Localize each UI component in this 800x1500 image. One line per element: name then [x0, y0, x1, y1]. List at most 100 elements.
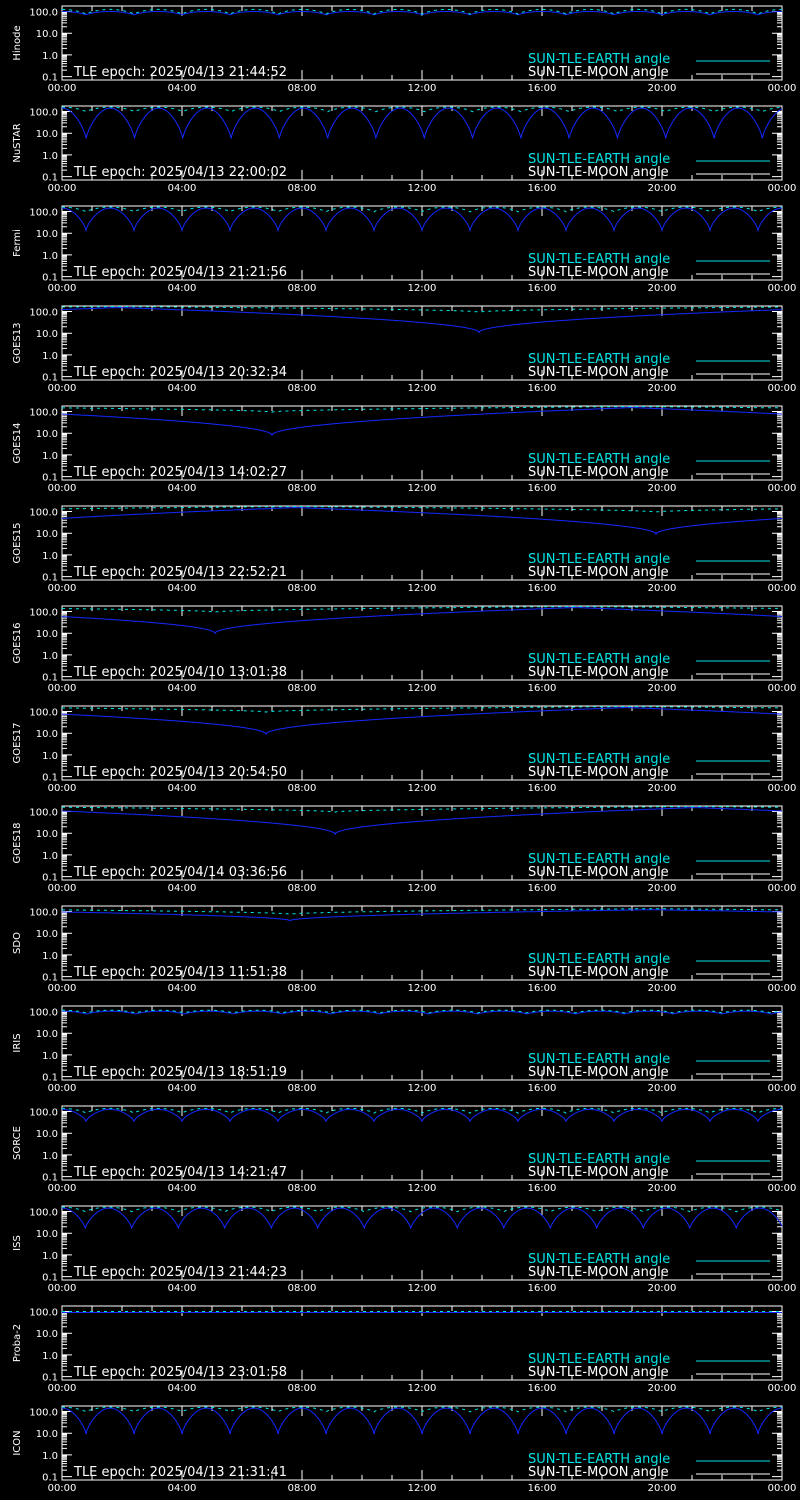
x-tick-label: 20:00 — [648, 483, 677, 494]
x-tick-label: 00:00 — [48, 383, 77, 394]
x-tick-label: 16:00 — [528, 83, 557, 94]
axis-ticks — [61, 1006, 783, 1080]
y-tick-label: 1.0 — [42, 1051, 58, 1062]
x-tick-label: 16:00 — [528, 583, 557, 594]
chart-panel-goes16: 100.010.01.00.100:00 04:00 08:00 12:00 16:00… — [12, 605, 796, 694]
legend-earth-label: SUN-TLE-EARTH angle — [528, 352, 670, 367]
tle-epoch-label: TLE epoch: 2025/04/13 14:21:47 — [73, 1165, 287, 1180]
x-tick-label: 12:00 — [408, 1383, 437, 1394]
axis-ticks — [61, 806, 783, 880]
y-axis-label: SDO — [12, 932, 23, 954]
y-tick-label: 100.0 — [29, 8, 58, 19]
x-tick-label: 12:00 — [408, 583, 437, 594]
x-tick-label: 00:00 — [48, 883, 77, 894]
x-tick-label: 12:00 — [408, 1483, 437, 1494]
x-tick-label: 04:00 — [168, 183, 197, 194]
x-tick-label: 08:00 — [288, 1283, 317, 1294]
x-tick-label: 20:00 — [648, 683, 677, 694]
x-tick-label: 00:00 — [768, 1383, 797, 1394]
y-tick-label: 10.0 — [36, 629, 58, 640]
y-axis-label: GOES18 — [12, 822, 23, 863]
x-tick-label: 20:00 — [648, 383, 677, 394]
x-tick-label: 12:00 — [408, 183, 437, 194]
legend-earth-label: SUN-TLE-EARTH angle — [528, 1452, 670, 1467]
x-tick-label: 08:00 — [288, 683, 317, 694]
chart-panel-icon: 100.010.01.00.100:00 04:00 08:00 12:00 16:00… — [12, 1405, 797, 1494]
series-sun-tle-moon — [61, 706, 782, 736]
tle-epoch-label: TLE epoch: 2025/04/10 13:01:38 — [73, 665, 287, 680]
x-tick-label: 12:00 — [408, 1183, 437, 1194]
legend-moon-label: SUN-TLE-MOON angle — [528, 65, 669, 80]
x-tick-label: 16:00 — [528, 183, 557, 194]
legend-earth-label: SUN-TLE-EARTH angle — [528, 1352, 670, 1367]
x-tick-label: 00:00 — [768, 883, 797, 894]
chart-panel-proba-2: 100.010.01.00.100:00 04:00 08:00 12:00 16:00… — [12, 1305, 797, 1394]
y-tick-label: 100.0 — [29, 1308, 58, 1319]
y-tick-label: 1.0 — [42, 351, 58, 362]
series-sun-tle-earth — [62, 506, 782, 513]
y-tick-label: 1.0 — [42, 951, 58, 962]
x-tick-label: 04:00 — [168, 1283, 197, 1294]
series-sun-tle-earth — [62, 908, 782, 915]
x-tick-label: 00:00 — [768, 783, 797, 794]
x-tick-label: 00:00 — [48, 1483, 77, 1494]
legend-earth-label: SUN-TLE-EARTH angle — [528, 852, 670, 867]
x-tick-label: 00:00 — [48, 1083, 77, 1094]
x-tick-label: 20:00 — [648, 983, 677, 994]
chart-panel-goes15: 100.010.01.00.100:00 04:00 08:00 12:00 16:00… — [12, 505, 796, 594]
x-tick-label: 00:00 — [768, 483, 797, 494]
x-tick-label: 20:00 — [648, 283, 677, 294]
legend-moon-label: SUN-TLE-MOON angle — [528, 1265, 669, 1280]
y-tick-label: 1.0 — [42, 151, 58, 162]
chart-panel-iss: 100.010.01.00.100:00 04:00 08:00 12:00 16:00… — [12, 1205, 796, 1294]
x-tick-label: 00:00 — [48, 1183, 77, 1194]
x-tick-label: 08:00 — [288, 783, 317, 794]
x-tick-label: 20:00 — [648, 783, 677, 794]
x-tick-label: 04:00 — [168, 283, 197, 294]
series-sun-tle-moon — [62, 107, 783, 140]
x-tick-label: 20:00 — [648, 1483, 677, 1494]
y-tick-label: 0.1 — [42, 1173, 58, 1184]
y-axis-label: Proba-2 — [12, 1324, 23, 1362]
y-tick-label: 100.0 — [29, 308, 58, 319]
x-tick-label: 08:00 — [288, 1183, 317, 1194]
series-sun-tle-earth — [62, 106, 782, 113]
tle-epoch-label: TLE epoch: 2025/04/13 20:54:50 — [73, 765, 287, 780]
y-tick-label: 1.0 — [42, 651, 58, 662]
y-tick-label: 0.1 — [42, 873, 58, 884]
x-tick-label: 08:00 — [288, 283, 317, 294]
legend-earth-label: SUN-TLE-EARTH angle — [528, 952, 670, 967]
y-axis-label: GOES17 — [12, 722, 23, 763]
chart-panel-goes17: 100.010.01.00.100:00 04:00 08:00 12:00 16:00… — [12, 705, 797, 794]
x-tick-label: 00:00 — [768, 1483, 797, 1494]
axis-ticks — [61, 1406, 783, 1480]
x-tick-label: 16:00 — [528, 683, 557, 694]
x-tick-label: 04:00 — [168, 483, 197, 494]
x-tick-label: 12:00 — [408, 683, 437, 694]
legend-moon-label: SUN-TLE-MOON angle — [528, 1165, 669, 1180]
legend-earth-label: SUN-TLE-EARTH angle — [528, 1152, 670, 1167]
y-tick-label: 100.0 — [29, 908, 58, 919]
y-axis-label: IRIS — [12, 1033, 23, 1052]
y-tick-label: 1.0 — [42, 751, 58, 762]
x-tick-label: 00:00 — [48, 1383, 77, 1394]
series-sun-tle-moon — [62, 909, 783, 922]
x-tick-label: 04:00 — [168, 683, 197, 694]
legend-earth-label: SUN-TLE-EARTH angle — [528, 552, 670, 567]
x-tick-label: 12:00 — [408, 383, 437, 394]
legend-moon-label: SUN-TLE-MOON angle — [528, 465, 669, 480]
legend-earth-label: SUN-TLE-EARTH angle — [528, 452, 670, 467]
y-tick-label: 1.0 — [42, 1351, 58, 1362]
x-tick-label: 20:00 — [648, 583, 677, 594]
y-tick-label: 10.0 — [36, 1129, 58, 1140]
x-tick-label: 08:00 — [288, 583, 317, 594]
axis-ticks — [61, 906, 783, 980]
x-tick-label: 20:00 — [648, 1083, 677, 1094]
axis-ticks — [61, 206, 783, 280]
y-axis-label: GOES13 — [12, 322, 23, 363]
x-tick-label: 12:00 — [408, 483, 437, 494]
legend-earth-label: SUN-TLE-EARTH angle — [528, 1252, 670, 1267]
tle-epoch-label: TLE epoch: 2025/04/13 22:52:21 — [73, 565, 287, 580]
x-tick-label: 16:00 — [528, 983, 557, 994]
y-axis-label: GOES15 — [12, 522, 23, 563]
